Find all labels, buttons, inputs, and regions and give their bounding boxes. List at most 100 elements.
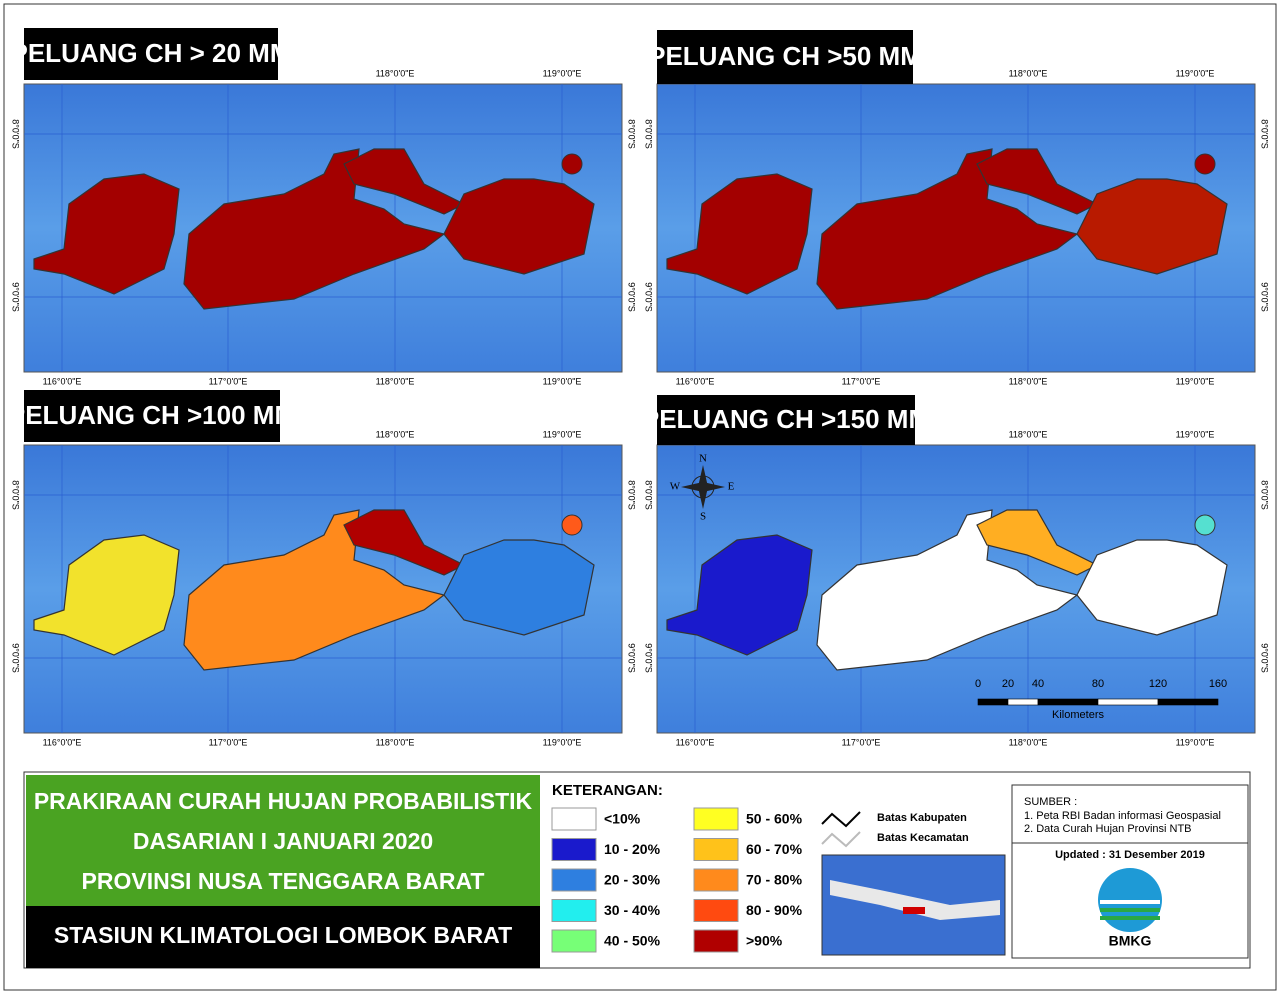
title-box bbox=[24, 28, 278, 80]
lat-label: 9°0'0"S bbox=[644, 282, 654, 312]
compass-letter: E bbox=[728, 481, 735, 493]
legend-label: 30 - 40% bbox=[604, 902, 661, 918]
lon-label: 118°0'0"E bbox=[376, 737, 415, 747]
lat-label: 9°0'0"S bbox=[11, 643, 21, 673]
source-item: 2. Data Curah Hujan Provinsi NTB bbox=[1024, 823, 1192, 835]
source-item: 1. Peta RBI Badan informasi Geospasial bbox=[1024, 810, 1221, 822]
legend-label: 40 - 50% bbox=[604, 933, 661, 949]
lon-label: 118°0'0"E bbox=[376, 376, 415, 386]
island bbox=[561, 514, 583, 536]
lat-label: 9°0'0"S bbox=[644, 643, 654, 673]
main-title: DASARIAN I JANUARI 2020 bbox=[133, 828, 433, 854]
lon-label: 118°0'0"E bbox=[1009, 737, 1048, 747]
lon-label: 119°0'0"E bbox=[543, 737, 582, 747]
lat-label: 8°0'0"S bbox=[1260, 119, 1270, 149]
island bbox=[33, 173, 180, 295]
boundary-label: Batas Kabupaten bbox=[877, 812, 967, 824]
main-title: PROVINSI NUSA TENGGARA BARAT bbox=[82, 868, 485, 894]
inset-ntb bbox=[903, 907, 925, 914]
panel-title: PELUANG CH >50 MM bbox=[648, 41, 922, 71]
logo-text: BMKG bbox=[1109, 933, 1152, 949]
scale-label: 160 bbox=[1209, 678, 1227, 690]
island bbox=[443, 178, 595, 275]
lon-label: 118°0'0"E bbox=[1009, 68, 1048, 78]
station-name: STASIUN KLIMATOLOGI LOMBOK BARAT bbox=[54, 922, 512, 948]
island bbox=[561, 153, 583, 175]
lon-label: 117°0'0"E bbox=[209, 376, 248, 386]
lon-label: 118°0'0"E bbox=[376, 68, 415, 78]
lat-label: 8°0'0"S bbox=[627, 119, 637, 149]
lon-label: 116°0'0"E bbox=[676, 737, 715, 747]
lat-label: 8°0'0"S bbox=[644, 119, 654, 149]
lat-label: 9°0'0"S bbox=[627, 282, 637, 312]
legend-label: 20 - 30% bbox=[604, 872, 661, 888]
lat-label: 8°0'0"S bbox=[1260, 480, 1270, 510]
title-box bbox=[657, 30, 913, 84]
legend-title: KETERANGAN: bbox=[552, 782, 663, 799]
lon-label: 118°0'0"E bbox=[376, 429, 415, 439]
logo-stripe bbox=[1100, 916, 1160, 920]
panel-title: PELUANG CH >100 MM bbox=[8, 400, 296, 430]
legend-label: 60 - 70% bbox=[746, 841, 803, 857]
scale-segment bbox=[1037, 698, 1099, 706]
island bbox=[1076, 539, 1228, 636]
legend-swatch bbox=[693, 929, 739, 953]
legend-swatch bbox=[551, 838, 597, 861]
panel-title: PELUANG CH >150 MM bbox=[642, 404, 930, 434]
lon-label: 119°0'0"E bbox=[543, 429, 582, 439]
island bbox=[1076, 178, 1228, 275]
lon-label: 119°0'0"E bbox=[1176, 68, 1215, 78]
lon-label: 119°0'0"E bbox=[1176, 737, 1215, 747]
source-heading: SUMBER : bbox=[1024, 796, 1077, 808]
legend-swatch bbox=[551, 807, 597, 831]
scale-label: 120 bbox=[1149, 678, 1167, 690]
scale-unit: Kilometers bbox=[1052, 709, 1104, 721]
lon-label: 119°0'0"E bbox=[1176, 429, 1215, 439]
compass-ring bbox=[691, 475, 715, 499]
island bbox=[33, 534, 180, 656]
legend-swatch bbox=[693, 868, 739, 892]
legend-label: <10% bbox=[604, 811, 641, 827]
lon-label: 116°0'0"E bbox=[43, 376, 82, 386]
island bbox=[666, 173, 813, 295]
logo-stripe bbox=[1100, 900, 1160, 904]
lon-label: 116°0'0"E bbox=[676, 376, 715, 386]
lon-label: 119°0'0"E bbox=[543, 376, 582, 386]
lon-label: 117°0'0"E bbox=[209, 737, 248, 747]
scale-label: 80 bbox=[1092, 678, 1104, 690]
logo-stripe bbox=[1100, 908, 1160, 912]
title-box bbox=[24, 390, 280, 442]
legend-label: 50 - 60% bbox=[746, 811, 803, 827]
legend-label: 70 - 80% bbox=[746, 872, 803, 888]
boundary-label: Batas Kecamatan bbox=[877, 832, 969, 844]
lon-label: 118°0'0"E bbox=[1009, 376, 1048, 386]
frame bbox=[3, 3, 1277, 991]
boundary-symbol bbox=[821, 811, 861, 828]
lat-label: 8°0'0"S bbox=[11, 119, 21, 149]
compass-letter: N bbox=[699, 453, 707, 465]
updated-date: Updated : 31 Desember 2019 bbox=[1055, 849, 1205, 861]
lat-label: 9°0'0"S bbox=[1260, 282, 1270, 312]
lat-label: 9°0'0"S bbox=[11, 282, 21, 312]
boundary-symbol bbox=[821, 831, 861, 848]
scale-label: 0 bbox=[975, 678, 981, 690]
scale-label: 40 bbox=[1032, 678, 1044, 690]
compass-letter: S bbox=[700, 511, 706, 523]
panel-title: PELUANG CH > 20 MM bbox=[11, 38, 292, 68]
inset-land bbox=[830, 880, 1000, 920]
scale-label: 20 bbox=[1002, 678, 1014, 690]
legend-label: 10 - 20% bbox=[604, 841, 661, 857]
island bbox=[1194, 514, 1216, 536]
main-title: PRAKIRAAN CURAH HUJAN PROBABILISTIK bbox=[34, 788, 533, 814]
lon-label: 118°0'0"E bbox=[1009, 429, 1048, 439]
legend-swatch bbox=[551, 929, 597, 953]
compass-letter: W bbox=[670, 481, 681, 493]
legend-label: >90% bbox=[746, 933, 783, 949]
station-panel bbox=[26, 906, 540, 968]
island bbox=[666, 534, 813, 656]
island bbox=[1194, 153, 1216, 175]
lon-label: 119°0'0"E bbox=[1176, 376, 1215, 386]
scale-segment bbox=[977, 698, 1009, 706]
lat-label: 8°0'0"S bbox=[644, 480, 654, 510]
